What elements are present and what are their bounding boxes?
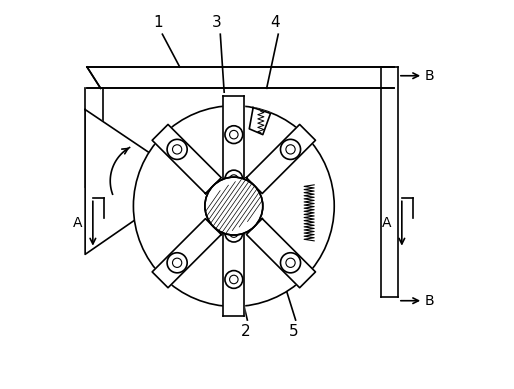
Polygon shape [87, 67, 394, 88]
Polygon shape [223, 96, 245, 316]
Text: B: B [425, 69, 435, 83]
Text: A: A [382, 216, 391, 230]
Polygon shape [85, 110, 191, 254]
Circle shape [167, 139, 187, 159]
Circle shape [225, 224, 243, 242]
Text: 2: 2 [241, 324, 250, 339]
Circle shape [281, 253, 301, 273]
Circle shape [173, 258, 182, 267]
Circle shape [230, 175, 238, 183]
Text: 5: 5 [289, 324, 299, 339]
Circle shape [230, 275, 238, 284]
Circle shape [225, 170, 243, 188]
Circle shape [134, 106, 334, 307]
Circle shape [286, 145, 295, 154]
Circle shape [225, 271, 243, 288]
Polygon shape [152, 219, 221, 288]
Polygon shape [380, 67, 398, 297]
Circle shape [225, 126, 243, 144]
Polygon shape [249, 108, 270, 135]
Polygon shape [85, 88, 102, 187]
Circle shape [286, 258, 295, 267]
Circle shape [167, 253, 187, 273]
Circle shape [230, 130, 238, 139]
Polygon shape [152, 124, 221, 193]
Circle shape [173, 145, 182, 154]
Polygon shape [246, 124, 316, 193]
Circle shape [281, 139, 301, 159]
Text: 4: 4 [271, 15, 280, 30]
Text: A: A [73, 216, 82, 230]
Polygon shape [246, 219, 316, 288]
Text: 1: 1 [154, 15, 163, 30]
Text: 3: 3 [212, 15, 222, 30]
Circle shape [230, 229, 238, 237]
Text: B: B [425, 294, 435, 308]
Circle shape [205, 177, 263, 235]
